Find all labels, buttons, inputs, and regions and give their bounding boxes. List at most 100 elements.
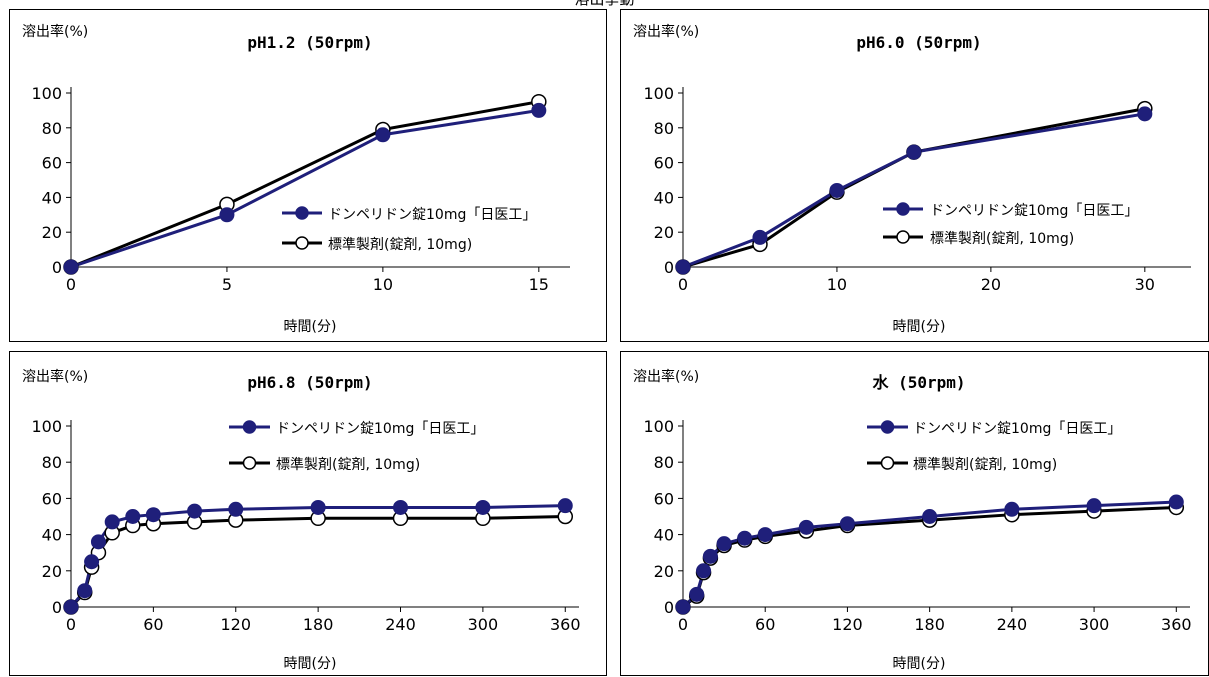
y-tick-label: 60: [654, 489, 674, 508]
chart-title: pH6.0 (50rpm): [856, 33, 981, 52]
x-tick-label: 20: [981, 275, 1001, 294]
data-point-series-0: [228, 501, 244, 517]
y-tick-label: 60: [42, 489, 62, 508]
x-tick-label: 180: [303, 615, 334, 634]
data-point-series-0: [906, 144, 922, 160]
series-line-1: [682, 107, 1146, 269]
y-tick-label: 100: [31, 84, 62, 103]
y-tick-label: 100: [643, 417, 674, 436]
data-point-series-0: [531, 102, 547, 118]
data-point-series-0: [716, 536, 732, 552]
legend-label: 標準製剤(錠剤, 10mg): [930, 231, 1074, 247]
data-point-series-0: [77, 583, 93, 599]
x-tick-label: 120: [832, 615, 863, 634]
y-tick-label: 60: [654, 154, 674, 173]
data-point-series-0: [90, 534, 106, 550]
data-point-series-0: [798, 519, 814, 535]
chart-panel-ph60: pH6.0 (50rpm) 溶出率(%) 時間(分) 0 20 40 60 80 100 0 10 2…: [620, 9, 1209, 342]
x-tick-label: 10: [373, 275, 393, 294]
data-point-series-0: [393, 499, 409, 515]
y-tick-label: 20: [42, 562, 62, 581]
y-tick-label: 0: [52, 258, 62, 277]
x-tick-label: 240: [385, 615, 416, 634]
data-point-series-0: [1137, 106, 1153, 122]
legend-swatch-marker: [896, 230, 910, 244]
legend-swatch-marker: [242, 420, 257, 434]
y-tick-label: 80: [654, 119, 674, 138]
legend-label: ドンペリドン錠10mg「日医工」: [913, 421, 1121, 437]
y-tick-label: 0: [664, 598, 674, 617]
data-point-series-0: [219, 207, 235, 223]
legend-label: ドンペリドン錠10mg「日医工」: [328, 207, 536, 223]
data-point-series-0: [125, 509, 141, 524]
x-tick-label: 5: [222, 275, 232, 294]
data-point-series-0: [104, 514, 120, 530]
legend-label: ドンペリドン錠10mg「日医工」: [276, 421, 484, 437]
legend-swatch-marker: [880, 456, 895, 470]
data-point-series-0: [839, 516, 855, 532]
y-tick-label: 80: [42, 453, 62, 472]
x-tick-label: 10: [827, 275, 847, 294]
y-tick-label: 20: [654, 223, 674, 242]
chart-ph68: pH6.8 (50rpm) 溶出率(%) 時間(分) 0 20 40 60 80 100 0 60 1…: [22, 368, 581, 672]
chart-ph12: pH1.2 (50rpm) 溶出率(%) 時間(分) 0 20 40 60 80 100 0 5 10…: [22, 23, 570, 335]
data-point-series-0: [757, 527, 773, 543]
legend-swatch-marker: [295, 236, 309, 250]
data-point-series-0: [1086, 498, 1102, 514]
x-tick-label: 0: [66, 275, 76, 294]
legend-label: 標準製剤(錠剤, 10mg): [276, 457, 420, 473]
y-tick-label: 100: [31, 417, 62, 436]
chart-title: 水 (50rpm): [872, 373, 965, 392]
x-tick-label: 120: [220, 615, 251, 634]
x-tick-label: 60: [755, 615, 775, 634]
y-axis-label: 溶出率(%): [22, 368, 88, 385]
legend-swatch-marker: [242, 456, 257, 470]
x-tick-label: 300: [1079, 615, 1110, 634]
y-tick-label: 100: [643, 84, 674, 103]
series-line-1: [69, 515, 566, 609]
x-axis-label: 時間(分): [893, 319, 946, 335]
x-tick-label: 300: [468, 615, 499, 634]
data-point-series-0: [1168, 494, 1184, 510]
data-point-series-0: [63, 259, 79, 275]
data-point-series-0: [145, 507, 161, 523]
data-point-series-0: [675, 259, 691, 275]
x-axis-label: 時間(分): [284, 319, 337, 335]
x-tick-label: 15: [529, 275, 549, 294]
legend-label: ドンペリドン錠10mg「日医工」: [930, 203, 1138, 219]
data-point-series-0: [1004, 501, 1020, 517]
x-axis-label: 時間(分): [284, 656, 337, 672]
chart-panel-water: 水 (50rpm) 溶出率(%) 時間(分) 0 20 40 60 80 100 0 60 120 18…: [620, 351, 1209, 676]
x-axis-label: 時間(分): [893, 656, 946, 672]
y-tick-label: 40: [42, 188, 62, 207]
data-point-series-0: [675, 599, 691, 615]
y-tick-label: 40: [654, 188, 674, 207]
data-point-series-0: [84, 554, 100, 570]
x-tick-label: 0: [678, 615, 688, 634]
data-point-series-0: [557, 498, 573, 514]
chart-title: pH6.8 (50rpm): [247, 373, 372, 392]
legend-label: 標準製剤(錠剤, 10mg): [913, 457, 1057, 473]
y-axis-label: 溶出率(%): [633, 23, 699, 40]
data-point-series-0: [829, 182, 845, 198]
y-tick-label: 60: [42, 154, 62, 173]
series-line-0: [70, 108, 540, 269]
data-point-series-0: [922, 509, 938, 524]
chart-title: pH1.2 (50rpm): [247, 33, 372, 52]
data-point-series-0: [310, 499, 326, 515]
chart-ph60: pH6.0 (50rpm) 溶出率(%) 時間(分) 0 20 40 60 80 100 0 10 2…: [633, 23, 1191, 335]
x-tick-label: 180: [914, 615, 945, 634]
chart-panel-ph68: pH6.8 (50rpm) 溶出率(%) 時間(分) 0 20 40 60 80 100 0 60 1…: [9, 351, 607, 676]
data-point-series-0: [375, 127, 391, 143]
y-tick-label: 40: [42, 526, 62, 545]
y-tick-label: 80: [654, 453, 674, 472]
data-point-series-0: [63, 599, 79, 615]
y-tick-label: 0: [664, 258, 674, 277]
y-tick-label: 80: [42, 119, 62, 138]
x-tick-label: 360: [1161, 615, 1192, 634]
x-tick-label: 360: [550, 615, 581, 634]
y-tick-label: 0: [52, 598, 62, 617]
data-point-series-0: [696, 563, 712, 579]
y-axis-label: 溶出率(%): [633, 368, 699, 385]
x-tick-label: 0: [678, 275, 688, 294]
